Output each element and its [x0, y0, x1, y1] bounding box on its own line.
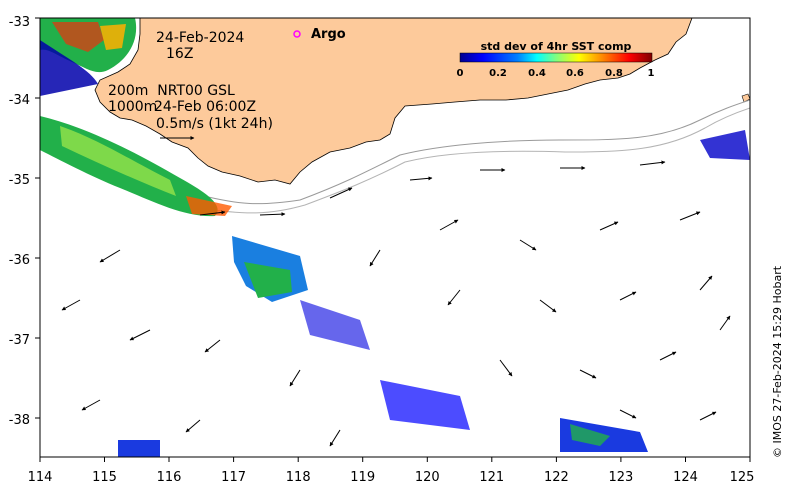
plot-frame	[39, 17, 751, 458]
x-axis-labels: 114 115 116 117 118 119 120 121 122 123 …	[28, 470, 755, 485]
lon-tick-label: 117	[221, 470, 246, 485]
lon-tick-label: 125	[730, 470, 755, 485]
colorbar-tick-label: 0.6	[566, 68, 584, 79]
lon-tick-label: 124	[673, 470, 698, 485]
lon-tick-label: 120	[415, 470, 440, 485]
colorbar-tick-label: 0.4	[528, 68, 546, 79]
colorbar: std dev of 4hr SST comp 0 0.2 0.4 0.6 0.…	[457, 40, 655, 79]
lat-tick-label: -37	[9, 333, 30, 348]
lon-tick-label: 122	[544, 470, 569, 485]
argo-label: Argo	[311, 27, 346, 42]
lon-tick-label: 119	[350, 470, 375, 485]
lat-tick-label: -34	[9, 93, 30, 108]
lat-tick-label: -35	[9, 173, 30, 188]
colorbar-tick-label: 0.8	[605, 68, 623, 79]
lat-tick-label: -36	[9, 253, 30, 268]
colorbar-gradient	[459, 52, 653, 63]
colorbar-title: std dev of 4hr SST comp	[481, 40, 632, 53]
lat-tick-label: -33	[9, 15, 30, 30]
contour-legend-line1: 200m NRT00 GSL	[108, 83, 235, 99]
lon-tick-label: 115	[92, 470, 117, 485]
date-label: 24-Feb-2024	[156, 30, 244, 46]
lat-tick-label: -38	[9, 413, 30, 428]
y-axis-labels: -33 -34 -35 -36 -37 -38	[9, 15, 30, 428]
lon-tick-label: 114	[28, 470, 53, 485]
colorbar-tick-label: 0	[457, 68, 464, 79]
credit-label: © IMOS 27-Feb-2024 15:29 Hobart	[771, 265, 784, 458]
colorbar-tick-label: 0.2	[489, 68, 507, 79]
colorbar-tick-label: 1	[648, 68, 655, 79]
argo-marker-icon	[293, 30, 301, 38]
lon-tick-label: 116	[157, 470, 182, 485]
lon-tick-label: 123	[608, 470, 633, 485]
lon-tick-label: 121	[479, 470, 504, 485]
hour-label: 16Z	[166, 46, 193, 62]
velocity-scale-label: 0.5m/s (1kt 24h)	[156, 116, 273, 132]
sst-stddev-patches	[40, 18, 750, 457]
contour-legend-1000m: 1000m	[108, 99, 157, 115]
contour-legend-time: 24-Feb 06:00Z	[154, 99, 256, 115]
current-arrows	[61, 160, 731, 447]
lon-tick-label: 118	[286, 470, 311, 485]
